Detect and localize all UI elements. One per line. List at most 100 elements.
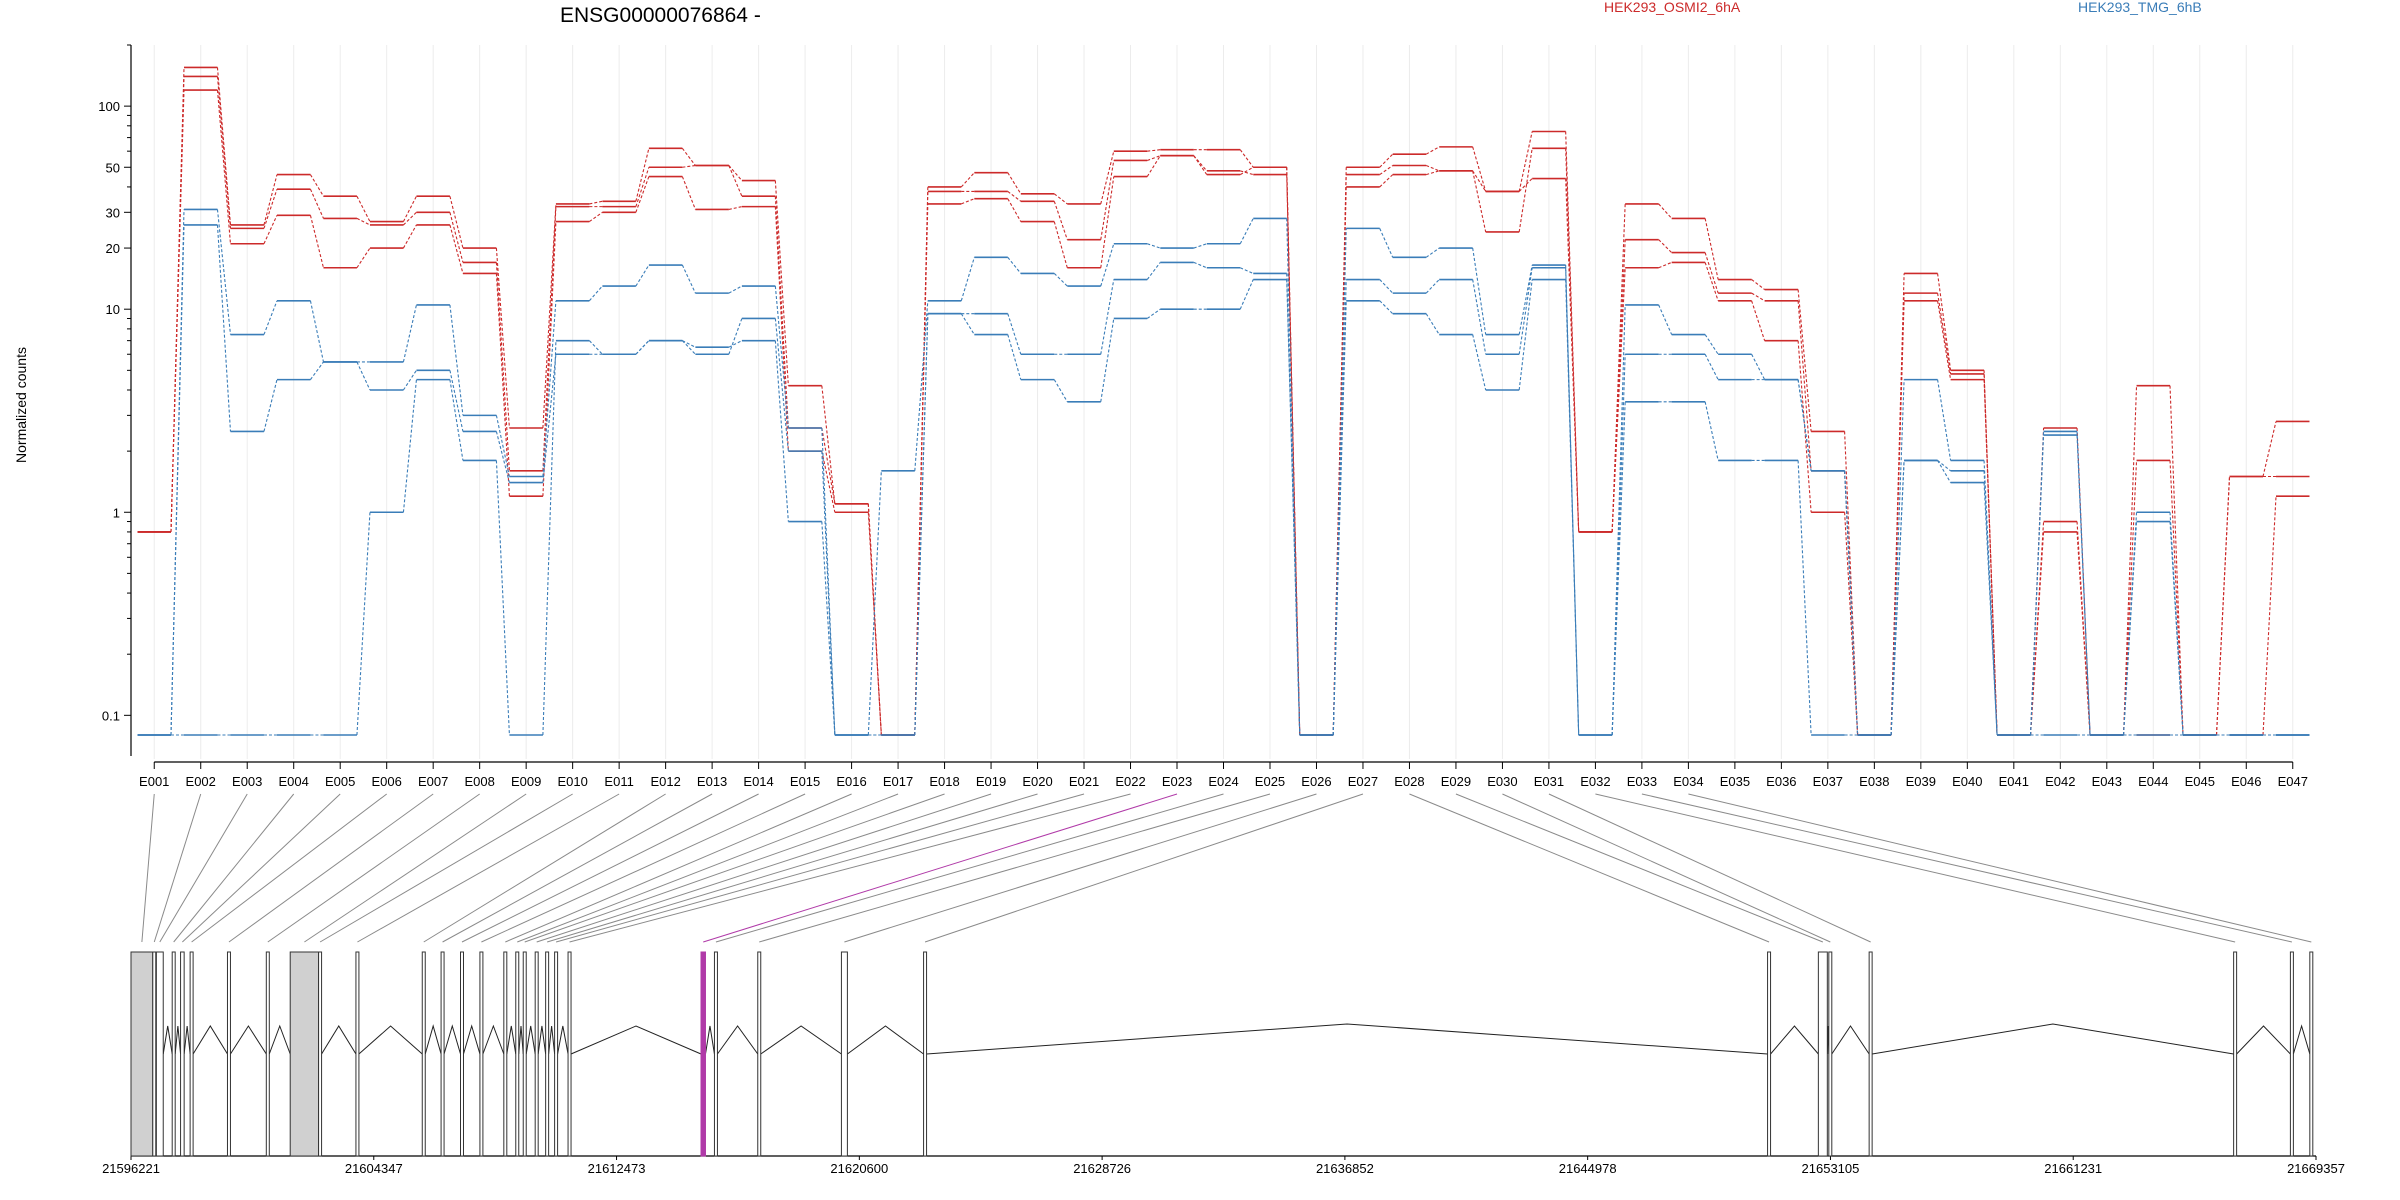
series-connector xyxy=(681,340,696,355)
intron xyxy=(1872,1023,2234,1055)
series-connector xyxy=(1147,155,1161,161)
coordinate-tick-label: 21644978 xyxy=(1559,1161,1617,1176)
series-connector xyxy=(588,285,603,302)
series-connector xyxy=(1518,131,1533,192)
series-connector xyxy=(1193,243,1207,249)
intron xyxy=(518,1025,524,1055)
series-connector xyxy=(1332,300,1347,736)
mapping-line xyxy=(524,793,945,943)
legend: HEK293_OSMI2_6hA HEK293_TMG_6hB xyxy=(1604,0,2202,15)
series-connector xyxy=(1193,155,1208,172)
series-connector xyxy=(1053,221,1068,268)
series-connector xyxy=(1937,293,1952,375)
x-tick-label-e030: E030 xyxy=(1487,774,1517,789)
series-connector xyxy=(728,206,742,210)
series-connector xyxy=(356,217,371,226)
series-connector xyxy=(1658,261,1672,269)
exon-e026 xyxy=(840,951,848,1157)
intron xyxy=(321,1025,357,1055)
intron xyxy=(1770,1025,1819,1055)
series-connector xyxy=(1983,482,1998,736)
series-connector xyxy=(449,370,464,432)
series-connector xyxy=(402,370,417,391)
mapping-line xyxy=(159,793,248,943)
series-connector xyxy=(263,300,278,335)
series-connector xyxy=(402,195,417,222)
coordinate-tick-label: 21620600 xyxy=(830,1161,888,1176)
series-connector xyxy=(1704,218,1719,280)
series-connector xyxy=(2122,385,2138,736)
series-connector xyxy=(2169,521,2184,736)
x-tick-label-e040: E040 xyxy=(1952,774,1982,789)
series-connector xyxy=(1425,247,1440,258)
mapping-line xyxy=(153,793,202,943)
series-connector xyxy=(1518,264,1533,335)
series-connector xyxy=(216,209,232,335)
series-connector xyxy=(1007,334,1022,380)
series-connector xyxy=(2169,385,2184,736)
exon-e019 xyxy=(534,951,539,1157)
series-connector xyxy=(1797,289,1812,432)
mapping-line xyxy=(844,793,1317,943)
exon-e022 xyxy=(567,951,572,1157)
series-connector xyxy=(681,264,696,294)
x-tick-label-e026: E026 xyxy=(1301,774,1331,789)
exon-e023 xyxy=(700,951,706,1157)
series-connector xyxy=(1611,401,1626,736)
series-connector xyxy=(1147,243,1161,249)
series-connector xyxy=(1472,334,1487,391)
series-connector xyxy=(2076,531,2091,736)
exon-e013 xyxy=(440,951,445,1157)
series-connector xyxy=(681,147,696,166)
x-tick-label-e020: E020 xyxy=(1022,774,1052,789)
x-tick-label-e003: E003 xyxy=(232,774,262,789)
exon-e017 xyxy=(515,951,520,1157)
x-tick-label-e013: E013 xyxy=(697,774,727,789)
series-connector xyxy=(402,379,417,513)
x-tick-label-e015: E015 xyxy=(790,774,820,789)
x-tick-label-e028: E028 xyxy=(1394,774,1424,789)
series-connector xyxy=(1426,170,1440,176)
exon-e012 xyxy=(421,951,426,1157)
series-connector xyxy=(635,264,650,287)
series-connector xyxy=(2169,460,2184,736)
series-connector xyxy=(960,172,975,188)
series-connector xyxy=(2262,496,2277,736)
series-connector xyxy=(728,165,743,197)
series-connector xyxy=(1053,379,1068,403)
exon-e033 xyxy=(2289,951,2294,1157)
series-connector xyxy=(1379,153,1394,168)
x-tick-label-e041: E041 xyxy=(1999,774,2029,789)
series-connector xyxy=(1007,313,1022,355)
mapping-line xyxy=(267,793,480,943)
coordinate-tick-label: 21628726 xyxy=(1073,1161,1131,1176)
y-tick-label: 10 xyxy=(106,302,120,317)
series-connector xyxy=(449,379,464,461)
x-tick-label-e044: E044 xyxy=(2138,774,2168,789)
mapping-line xyxy=(517,793,899,943)
intron xyxy=(268,1024,291,1055)
series-connector xyxy=(1239,149,1254,168)
series-connector xyxy=(821,451,836,513)
y-tick-label: 100 xyxy=(98,99,120,114)
x-tick-label-e021: E021 xyxy=(1069,774,1099,789)
series-connector xyxy=(1844,431,1859,736)
series-connector xyxy=(170,224,185,736)
y-tick-label: 20 xyxy=(106,241,120,256)
series-connector xyxy=(2262,421,2277,477)
exon-e032 xyxy=(2233,951,2238,1157)
mapping-line xyxy=(423,793,666,943)
series-connector xyxy=(356,512,371,736)
x-tick-label-e017: E017 xyxy=(883,774,913,789)
series-connector xyxy=(1379,228,1394,258)
intron xyxy=(548,1025,556,1055)
intron xyxy=(1831,1025,1870,1055)
series-connector xyxy=(495,460,510,736)
mapping-line xyxy=(1502,793,1831,943)
mapping-line xyxy=(715,793,1224,943)
series-connector xyxy=(635,167,650,207)
x-tick-label-e034: E034 xyxy=(1673,774,1703,789)
series-connector xyxy=(1425,146,1440,155)
series-connector xyxy=(1890,379,1905,736)
x-tick-label-e045: E045 xyxy=(2185,774,2215,789)
